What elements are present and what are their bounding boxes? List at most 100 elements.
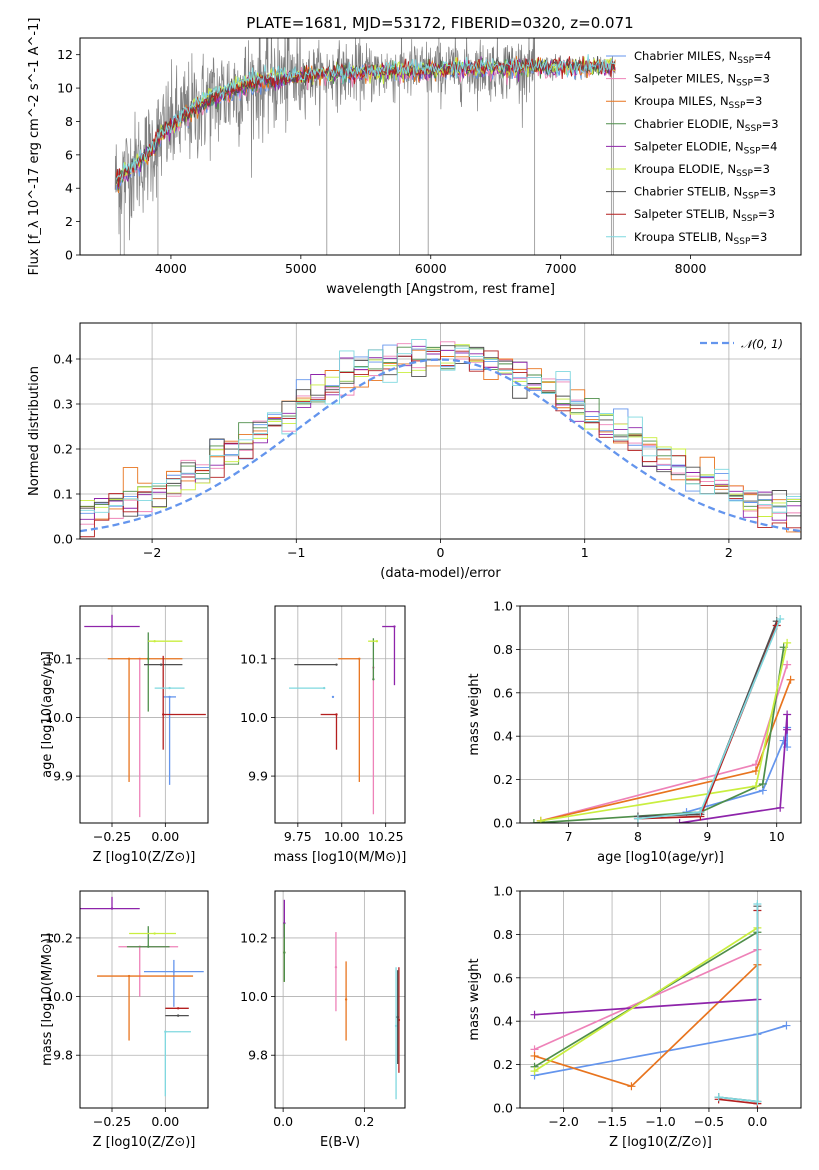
legend-entry: Chabrier ELODIE, NSSP=3 (634, 117, 779, 134)
weight-marker (783, 710, 792, 719)
mass-vs-z-xtick-label: −0.25 (93, 1114, 131, 1129)
legend-entry: Chabrier STELIB, NSSP=3 (634, 185, 776, 202)
mass-vs-ebv-xlabel: E(B-V) (320, 1135, 360, 1150)
spectrum-ytick-label: 4 (65, 181, 73, 196)
weight-marker (782, 1021, 791, 1030)
weight-vs-z-ytick-label: 0.2 (493, 1057, 513, 1072)
weight-vs-age-ytick-label: 0.4 (493, 729, 513, 744)
weight-marker (786, 675, 795, 684)
weight-line-chabrier-elodie (533, 647, 785, 823)
weight-vs-z-plot (530, 900, 791, 1108)
weight-vs-age-ytick-label: 0.8 (493, 642, 513, 657)
legend-subscript: SSP (737, 56, 754, 66)
weight-marker (536, 816, 545, 823)
weight-line-salpeter-elodie (679, 714, 788, 823)
spectrum-xtick-label: 7000 (545, 261, 577, 276)
weight-vs-age-ytick-label: 0.2 (493, 772, 513, 787)
weight-vs-z-ytick-label: 0.6 (493, 970, 513, 985)
legend-entry-value: =4 (754, 49, 771, 63)
weight-marker (675, 819, 684, 823)
residuals-ytick-label: 0.4 (53, 352, 73, 367)
weight-marker (779, 736, 788, 745)
age-vs-mass-xlabel: mass [log10(M/M⊙)] (274, 850, 407, 865)
age-vs-mass-axes: 9.75 10.00 10.25 9.9 10.0 10.1 mass [log10(M/M… (240, 605, 407, 865)
weight-vs-z-xtick-label: 0.0 (747, 1114, 767, 1129)
weight-vs-age-frame (519, 605, 802, 824)
legend-subscript: SSP (736, 169, 753, 179)
errorbar-point (331, 695, 335, 699)
legend-subscript: SSP (734, 237, 751, 247)
errorbar-point (344, 998, 348, 1001)
age-vs-z-xtick-label: 0.00 (151, 829, 179, 844)
mass-vs-ebv-frame (274, 890, 406, 1109)
weight-vs-age-xtick-label: 8 (634, 829, 642, 844)
age-vs-mass-xtick-label: 10.00 (324, 829, 360, 844)
weight-vs-z-xtick-label: −2.0 (548, 1114, 578, 1129)
legend-entry-value: =3 (753, 162, 770, 176)
mass-vs-z-ytick-label: 10.0 (45, 989, 73, 1004)
legend-subscript: SSP (742, 192, 759, 202)
weight-vs-z-axes: −2.0 −1.5 −1.0 −0.5 0.0 0.0 0.2 0.4 0.6 0.8 1.0 Z [… (467, 884, 802, 1150)
weight-marker (530, 1067, 539, 1076)
legend-entry: Kroupa ELODIE, NSSP=3 (634, 162, 770, 179)
weight-marker (753, 900, 762, 909)
weight-marker (776, 615, 785, 624)
normal-reference-curve (80, 358, 801, 533)
residuals-xtick-label: −2 (143, 545, 161, 560)
legend-entry: Kroupa MILES, NSSP=3 (634, 94, 762, 111)
spectrum-xtick-label: 5000 (285, 261, 317, 276)
weight-marker (783, 660, 792, 669)
errorbar-point (147, 945, 150, 948)
weight-marker (753, 1097, 762, 1106)
weight-vs-z-ytick-label: 0.4 (493, 1014, 513, 1029)
weight-marker (633, 814, 642, 823)
weight-vs-age-ytick-label: 0.6 (493, 685, 513, 700)
weight-marker (776, 803, 785, 812)
legend-subscript: SSP (744, 146, 761, 156)
age-vs-z-frame (79, 605, 209, 824)
residuals-ylabel: Normed distribution (27, 366, 42, 496)
weight-marker (530, 1051, 539, 1060)
legend-entry: Salpeter ELODIE, NSSP=4 (634, 139, 777, 156)
spectrum-model-line-kroupa-stelib (115, 54, 616, 182)
errorbar-point (162, 713, 165, 716)
mass-vs-ebv-xtick-label: 0.2 (354, 1114, 374, 1129)
spectrum-xlabel: wavelength [Angstrom, rest frame] (326, 282, 555, 297)
age-vs-z-ytick-label: 10.1 (45, 651, 73, 666)
legend-entry-value: =3 (759, 185, 776, 199)
weight-vs-age-xtick-label: 10 (769, 829, 785, 844)
spectrum-ytick-label: 10 (57, 81, 73, 96)
errorbar-point (168, 686, 171, 690)
weight-marker (627, 1082, 636, 1091)
errorbar-point (127, 974, 131, 978)
spectrum-xtick-label: 8000 (675, 261, 707, 276)
residuals-ytick-label: 0.3 (53, 397, 73, 412)
age-vs-mass-frame (274, 605, 406, 824)
legend-entry: Kroupa STELIB, NSSP=3 (634, 230, 767, 247)
weight-vs-z-ytick-label: 1.0 (493, 884, 513, 899)
legend-subscript: SSP (741, 214, 758, 224)
weight-vs-z-ytick-label: 0.0 (493, 1101, 513, 1116)
histogram-kroupa-stelib (80, 339, 801, 539)
errorbar-point (164, 1030, 167, 1033)
residuals-xlabel: (data-model)/error (380, 566, 501, 581)
weight-vs-age-xlabel: age [log10(age/yr)] (597, 850, 724, 865)
errorbar-point (110, 625, 114, 628)
mass-vs-ebv-axes: 0.0 0.2 9.8 10.0 10.2 E(B-V) (240, 890, 406, 1150)
age-vs-mass-ytick-label: 10.1 (240, 651, 268, 666)
spectrum-ytick-label: 6 (65, 147, 73, 162)
legend-entry-value: =4 (761, 139, 778, 153)
legend-entry-value: =3 (750, 230, 767, 244)
weight-vs-age-ylabel: mass weight (467, 673, 482, 755)
legend-entry: Salpeter STELIB, NSSP=3 (634, 207, 775, 224)
weight-marker (696, 808, 705, 817)
errorbar-point (322, 686, 326, 690)
age-vs-mass-xtick-label: 10.25 (368, 829, 404, 844)
weight-vs-age-ytick-label: 1.0 (493, 599, 513, 614)
errorbar-point (334, 966, 338, 969)
mass-vs-z-ytick-label: 10.2 (45, 930, 73, 945)
mass-vs-ebv-plot (283, 899, 401, 1100)
mass-vs-ebv-ytick-label: 10.2 (240, 930, 268, 945)
weight-marker (530, 1010, 539, 1019)
